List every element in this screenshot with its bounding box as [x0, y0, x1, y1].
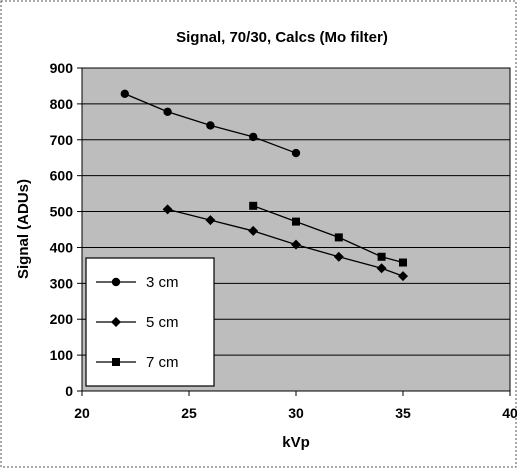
- series-0-point-3: [249, 132, 258, 142]
- y-tick-label-5: 500: [50, 204, 74, 220]
- legend-label-1: 5 cm: [146, 314, 179, 331]
- legend-marker-1: [111, 317, 121, 327]
- series-1-point-1: [205, 215, 216, 226]
- y-tick-label-0: 0: [65, 383, 73, 399]
- y-axis-title: Signal (ADUs): [15, 179, 32, 279]
- y-axis-ticks: 0 100 200 300 400 500 600 700 800 900: [50, 60, 82, 399]
- y-tick-label-9: 900: [50, 60, 74, 76]
- x-axis-title: kVp: [282, 434, 310, 451]
- series-1: [162, 204, 408, 282]
- y-tick-label-1: 100: [50, 347, 74, 363]
- series-0: [120, 89, 301, 158]
- x-tick-label-3: 35: [395, 405, 411, 421]
- x-tick-label-1: 25: [181, 405, 197, 421]
- legend-label-2: 7 cm: [146, 354, 179, 371]
- y-tick-label-3: 300: [50, 275, 74, 291]
- series-2-point-2: [334, 233, 343, 242]
- series-1-point-5: [376, 263, 387, 274]
- legend-marker-0: [111, 277, 121, 287]
- y-tick-label-6: 600: [50, 168, 74, 184]
- series-1-point-6: [398, 271, 408, 282]
- series-1-point-2: [248, 225, 259, 236]
- series-layer: [120, 89, 408, 282]
- y-tick-label-7: 700: [50, 132, 74, 148]
- series-2-point-0: [249, 201, 258, 210]
- legend-label-0: 3 cm: [146, 274, 179, 291]
- x-tick-label-0: 20: [74, 405, 90, 421]
- series-1-point-3: [291, 239, 301, 250]
- series-2-point-4: [399, 258, 407, 267]
- y-tick-label-2: 200: [50, 311, 74, 327]
- x-axis-ticks: 20 25 30 35 40: [74, 391, 517, 421]
- series-2-point-1: [292, 217, 300, 226]
- series-0-point-2: [206, 121, 215, 130]
- series-1-point-0: [162, 204, 173, 215]
- legend: 3 cm 5 cm 7 cm: [85, 257, 215, 387]
- legend-marker-2: [112, 358, 120, 366]
- x-tick-label-4: 40: [502, 405, 517, 421]
- chart-title: Signal, 70/30, Calcs (Mo filter): [176, 29, 388, 46]
- x-tick-label-2: 30: [288, 405, 304, 421]
- series-0-point-4: [291, 148, 301, 158]
- series-2: [249, 201, 407, 267]
- series-0-point-1: [163, 107, 172, 116]
- series-2-point-3: [377, 252, 386, 261]
- y-tick-label-4: 400: [50, 239, 74, 255]
- series-1-point-4: [333, 251, 344, 262]
- series-0-point-0: [120, 89, 129, 99]
- y-tick-label-8: 800: [50, 96, 74, 112]
